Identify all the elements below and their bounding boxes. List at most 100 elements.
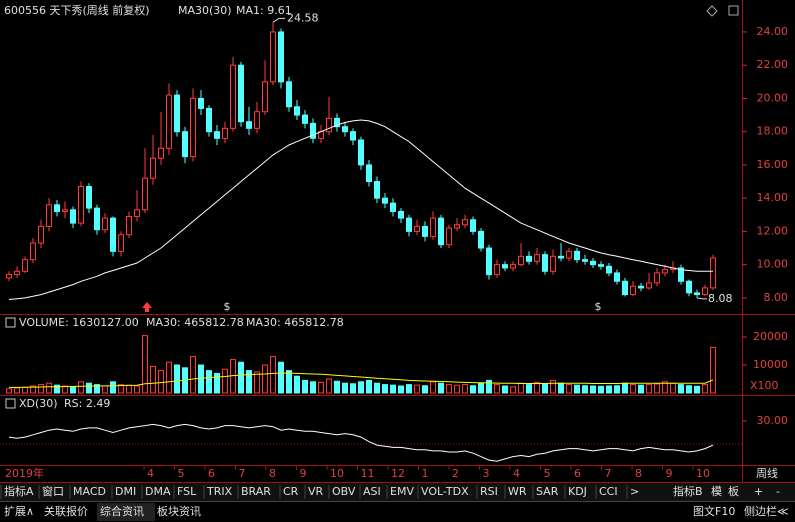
volume-bar	[366, 379, 372, 394]
volume-bar	[702, 384, 708, 394]
volume-ma-line	[9, 372, 714, 388]
toolbar-tab[interactable]: +	[754, 485, 763, 498]
toolbar-tab[interactable]: 指标B	[673, 484, 703, 498]
volume-bar	[102, 385, 108, 394]
toolbar-tab[interactable]: BRAR	[241, 485, 271, 498]
candle-body	[630, 285, 636, 296]
toolbar-tab[interactable]: CCI	[599, 485, 618, 498]
toolbar-tab[interactable]: OBV	[332, 485, 356, 498]
candle-body	[270, 31, 276, 83]
y-tick-label: 14.00	[757, 191, 789, 204]
volume-bar	[30, 385, 36, 394]
toolbar-tab[interactable]: VR	[308, 485, 324, 498]
candle-body	[470, 219, 476, 232]
toolbar-tab[interactable]: RSI	[480, 485, 498, 498]
volume-bar	[526, 384, 532, 394]
volume-bar	[462, 384, 468, 394]
toolbar-tab[interactable]: SAR	[536, 485, 559, 498]
candle-body	[38, 225, 44, 244]
candle-body	[254, 111, 260, 129]
candle-body	[158, 147, 164, 159]
candle-body	[294, 106, 300, 116]
candle-body	[190, 97, 196, 158]
candle-body	[46, 204, 52, 227]
candle-body	[198, 97, 204, 109]
candle-body	[334, 117, 340, 128]
volume-bar	[454, 384, 460, 394]
candle-body	[118, 234, 124, 252]
toolbar-tab[interactable]: WR	[508, 485, 527, 498]
footer-link[interactable]: 侧边栏≪	[744, 504, 789, 518]
toolbar-tab[interactable]: MACD	[73, 485, 106, 498]
candle-body	[230, 64, 236, 129]
volume-bar	[6, 388, 12, 394]
panel-title: VOLUME: 1630127.00	[19, 316, 139, 329]
signal-mark: $	[595, 300, 602, 313]
footer-tab[interactable]: 扩展∧	[4, 504, 34, 518]
toolbar-tab[interactable]: KDJ	[568, 485, 587, 498]
toolbar-tab[interactable]: DMI	[115, 485, 136, 498]
candle-body	[438, 217, 444, 246]
volume-bar	[414, 384, 420, 394]
toolbar-tab[interactable]: EMV	[390, 485, 414, 498]
toolbar-tab[interactable]: ASI	[363, 485, 381, 498]
candle-body	[358, 139, 364, 166]
toolbar-tab[interactable]: >	[630, 485, 639, 498]
x-tick-label: 12	[391, 467, 405, 480]
x-tick-label: 5	[544, 467, 551, 480]
chart-title: 600556 天下秀(周线 前复权)	[4, 3, 150, 17]
toolbar-tab[interactable]: TRIX	[206, 485, 233, 498]
toolbar-tab[interactable]: -	[776, 485, 780, 498]
x-tick-label: 7	[239, 467, 246, 480]
candle-body	[686, 280, 692, 294]
candle-body	[238, 64, 244, 123]
volume-bar	[446, 384, 452, 394]
volume-bar	[318, 381, 324, 394]
y-tick-label: 30.00	[757, 414, 789, 427]
diamond-icon[interactable]	[706, 5, 718, 17]
volume-bar	[670, 382, 676, 394]
toolbar-tab[interactable]: FSL	[177, 485, 197, 498]
volume-bar	[574, 384, 580, 394]
y-tick-label: 12.00	[757, 224, 789, 237]
candle-body	[126, 215, 132, 236]
min-label: 8.08	[708, 292, 733, 305]
toolbar-tab[interactable]: 指标A	[4, 484, 34, 498]
x-tick-label: 10	[696, 467, 710, 480]
footer-tab[interactable]: 关联报价	[44, 504, 88, 518]
toolbar-tab[interactable]: DMA	[145, 485, 171, 498]
volume-bar	[430, 381, 436, 394]
footer	[0, 502, 795, 522]
volume-bar	[598, 385, 604, 394]
footer-link[interactable]: 图文F10	[693, 504, 735, 518]
candle-body	[214, 131, 220, 139]
panel-icon[interactable]	[5, 317, 16, 328]
toolbar-tab[interactable]: 板	[728, 484, 739, 498]
volume-bar	[510, 386, 516, 394]
volume-bar	[126, 384, 132, 394]
volume-bar	[638, 384, 644, 394]
volume-bar	[390, 384, 396, 394]
candle-body	[150, 157, 156, 179]
toolbar-tab[interactable]: VOL-TDX	[421, 485, 469, 498]
toolbar-tab[interactable]: CR	[283, 485, 299, 498]
toolbar-tab[interactable]: 窗口	[42, 484, 64, 498]
candle-body	[398, 210, 404, 219]
footer-tab[interactable]: 板块资讯	[157, 504, 201, 518]
annotation-line	[272, 17, 285, 23]
footer-tab[interactable]: 综合资讯	[100, 504, 144, 518]
volume-bar	[246, 370, 252, 394]
y-tick-label: 20.00	[757, 91, 789, 104]
candle-body	[54, 204, 60, 212]
close-icon[interactable]	[728, 5, 739, 16]
volume-bar	[566, 384, 572, 394]
frame	[0, 0, 795, 483]
x-tick-label: 6	[574, 467, 581, 480]
candle-body	[102, 217, 108, 231]
volume-bar	[190, 356, 196, 394]
toolbar-tab[interactable]: 模	[711, 485, 722, 498]
panel-icon[interactable]	[5, 398, 16, 409]
volume-bar	[662, 381, 668, 394]
candle-body	[374, 181, 380, 199]
